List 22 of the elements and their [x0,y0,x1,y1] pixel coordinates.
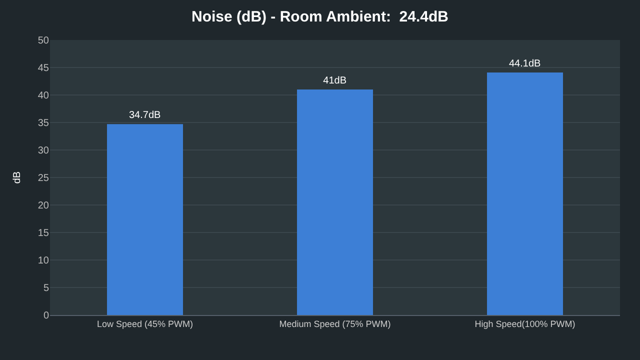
y-tick-label: 35 [38,118,50,129]
x-tick-label: High Speed(100% PWM) [474,318,576,329]
chart-title: Noise (dB) - Room Ambient: 24.4dB [192,8,449,26]
x-tick-label: Medium Speed (75% PWM) [279,318,391,329]
bar [107,124,183,315]
bar [297,90,373,315]
data-label: 41dB [323,76,347,86]
y-tick-label: 15 [38,228,50,239]
y-tick-label: 30 [38,146,50,156]
y-tick-label: 25 [38,173,50,184]
y-tick-label: 40 [38,90,50,102]
y-tick-label: 10 [38,256,50,266]
x-tick-label: Low Speed (45% PWM) [96,318,194,329]
y-axis-title: dB [12,171,23,184]
y-tick-label: 0 [43,310,50,322]
data-label: 44.1dB [508,58,542,70]
bar [487,72,563,315]
y-tick-label: 5 [43,283,50,294]
y-tick-label: 50 [38,36,50,46]
data-label: 34.7dB [128,110,162,122]
y-tick-label: 45 [38,63,50,74]
y-tick-label: 20 [38,200,50,212]
